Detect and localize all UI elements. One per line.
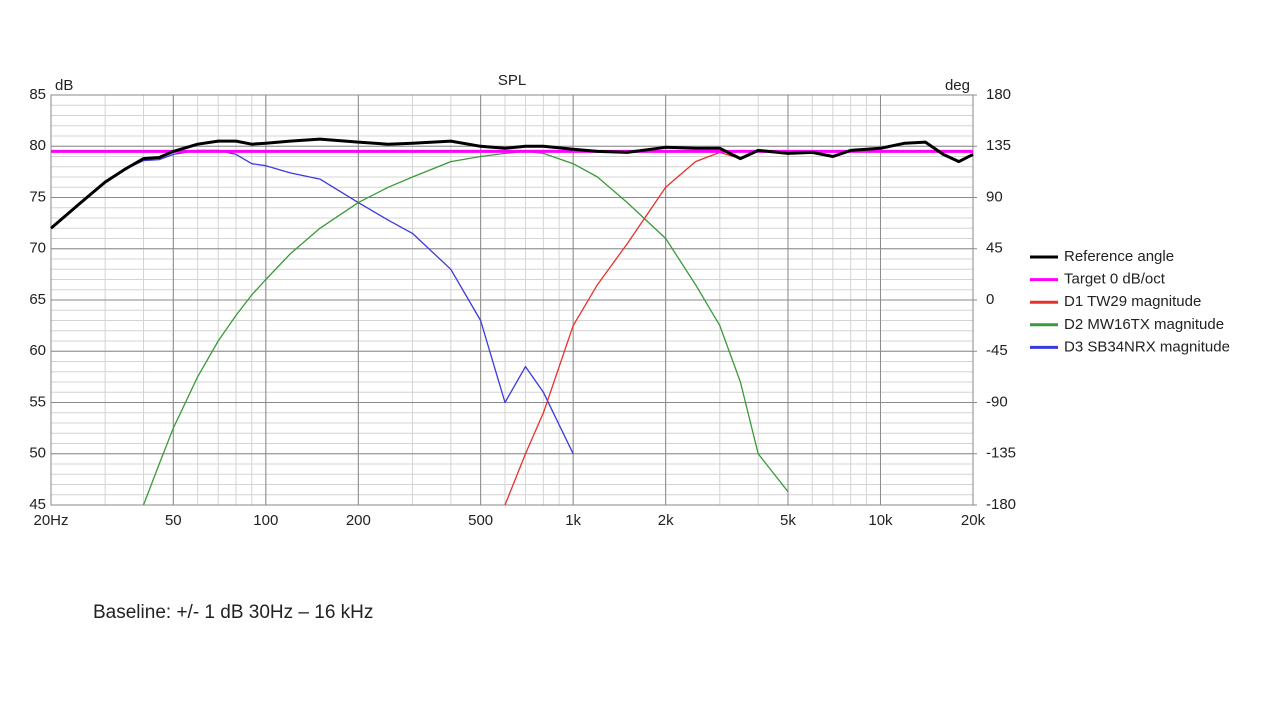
y2-tick-label: 90 [986,188,1003,205]
x-tick-label: 20Hz [33,512,68,529]
y-tick-label: 50 [29,445,46,462]
y2-axis-label: deg [945,77,970,94]
x-tick-label: 100 [253,512,278,529]
y2-tick-label: 135 [986,137,1011,154]
legend-label: D1 TW29 magnitude [1064,293,1201,310]
x-tick-label: 50 [165,512,182,529]
y-tick-label: 60 [29,342,46,359]
x-tick-label: 200 [346,512,371,529]
y2-tick-label: -135 [986,445,1016,462]
y2-tick-label: 180 [986,86,1011,103]
x-tick-label: 1k [565,512,581,529]
x-tick-label: 500 [468,512,493,529]
y2-tick-label: -45 [986,342,1008,359]
y-tick-label: 65 [29,291,46,308]
y-tick-label: 55 [29,393,46,410]
series-line [504,141,974,506]
series-line [50,137,974,230]
x-tick-label: 5k [780,512,796,529]
y-tick-label: 85 [29,86,46,103]
y-tick-label: 80 [29,137,46,154]
caption: Baseline: +/- 1 dB 30Hz – 16 kHz [93,602,373,623]
y2-tick-label: -90 [986,393,1008,410]
legend-label: D2 MW16TX magnitude [1064,316,1224,333]
y2-tick-label: 45 [986,240,1003,257]
x-tick-label: 2k [658,512,674,529]
chart-title: SPL [498,72,526,89]
y-tick-label: 70 [29,240,46,257]
y-tick-label: 45 [29,496,46,513]
y-tick-label: 75 [29,188,46,205]
legend-label: Reference angle [1064,248,1174,265]
y-axis-label: dB [55,77,73,94]
plot-frame [50,94,974,506]
legend-label: D3 SB34NRX magnitude [1064,338,1230,355]
x-tick-label: 10k [868,512,893,529]
series-line [50,149,574,455]
legend-label: Target 0 dB/oct [1064,271,1166,288]
y2-tick-label: 0 [986,291,994,308]
x-tick-label: 20k [961,512,986,529]
series-line [142,150,789,506]
y2-tick-label: -180 [986,496,1016,513]
